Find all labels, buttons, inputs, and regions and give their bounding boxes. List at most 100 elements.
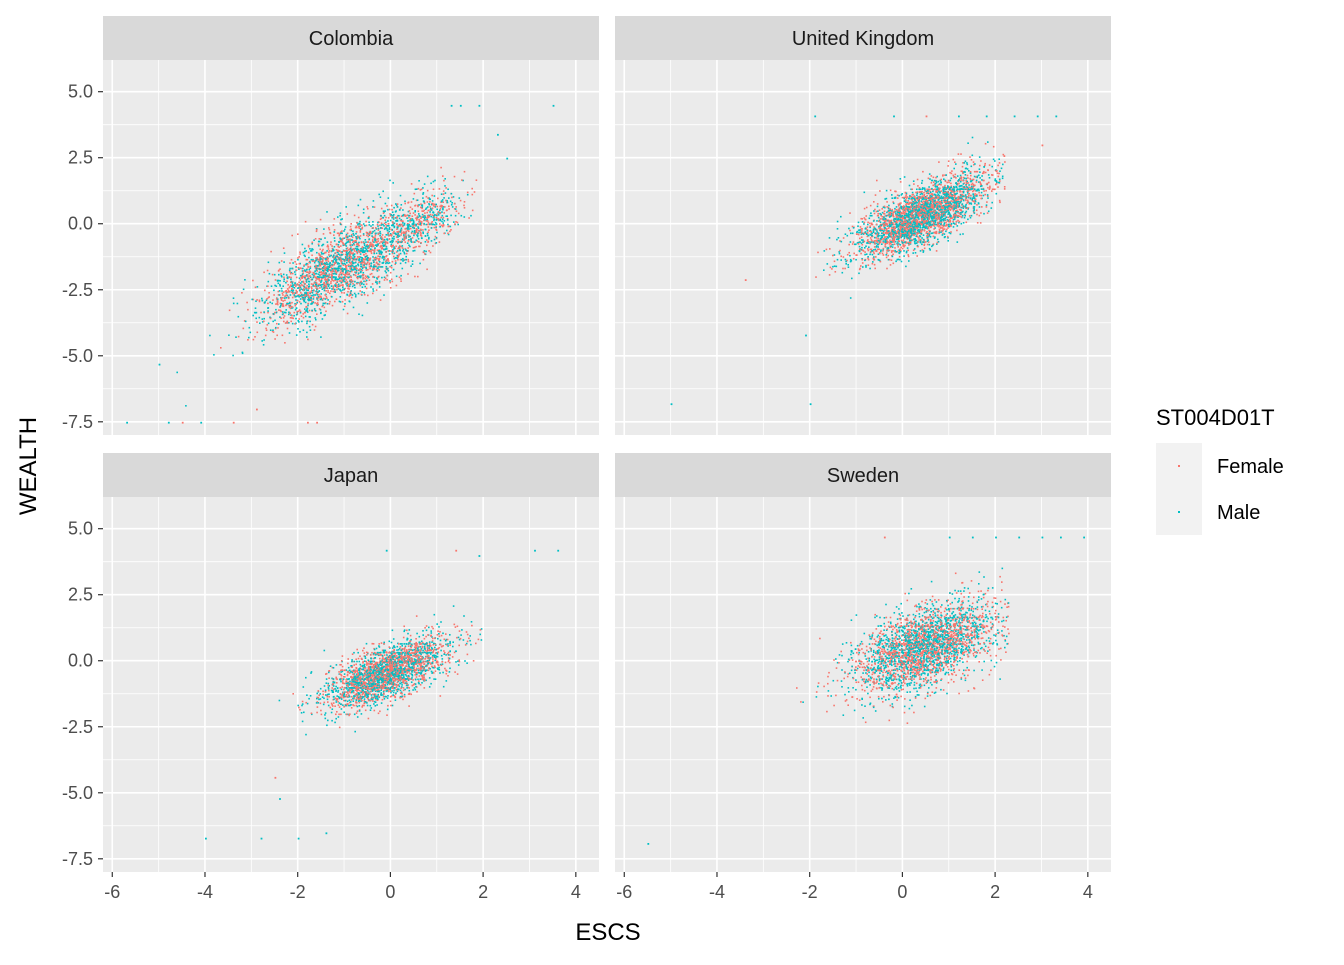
scatter-point	[360, 253, 362, 255]
scatter-point	[272, 321, 274, 323]
scatter-point	[977, 171, 979, 173]
scatter-point	[328, 285, 330, 287]
scatter-point	[278, 309, 280, 311]
y-tick-label: 5.0	[68, 82, 93, 102]
scatter-point	[400, 280, 402, 282]
scatter-point	[414, 233, 416, 235]
scatter-point	[937, 192, 939, 194]
scatter-point	[267, 324, 269, 326]
scatter-point	[332, 271, 334, 273]
scatter-point	[334, 237, 336, 239]
scatter-point	[383, 249, 385, 251]
scatter-point	[311, 288, 313, 290]
scatter-point	[283, 274, 285, 276]
scatter-point	[447, 233, 449, 235]
scatter-point	[337, 270, 339, 272]
scatter-point	[960, 175, 962, 177]
scatter-point	[408, 240, 410, 242]
scatter-point	[919, 201, 921, 203]
scatter-point	[300, 283, 302, 285]
scatter-point	[268, 297, 270, 299]
scatter-point	[354, 250, 356, 252]
scatter-point	[391, 205, 393, 207]
scatter-point	[348, 249, 350, 251]
scatter-point	[383, 262, 385, 264]
scatter-point	[454, 203, 456, 205]
scatter-point	[432, 223, 434, 225]
scatter-point	[301, 321, 303, 323]
scatter-point	[281, 276, 283, 278]
scatter-point	[302, 285, 304, 287]
scatter-point	[423, 252, 425, 254]
scatter-point	[923, 234, 925, 236]
scatter-point	[367, 257, 369, 259]
scatter-point	[444, 185, 446, 187]
scatter-point	[349, 285, 351, 287]
scatter-point	[412, 260, 414, 262]
scatter-point	[339, 280, 341, 282]
scatter-point	[862, 221, 864, 223]
scatter-point	[333, 285, 335, 287]
scatter-point	[340, 301, 342, 303]
scatter-point	[373, 262, 375, 264]
scatter-point	[879, 235, 881, 237]
scatter-point	[391, 265, 393, 267]
scatter-point	[317, 288, 319, 290]
scatter-point	[963, 222, 965, 224]
scatter-point	[394, 226, 396, 228]
scatter-point	[417, 276, 419, 278]
scatter-point	[387, 233, 389, 235]
scatter-point	[389, 238, 391, 240]
scatter-point	[315, 265, 317, 267]
scatter-point	[870, 205, 872, 207]
scatter-point	[402, 245, 404, 247]
scatter-point	[421, 208, 423, 210]
scatter-point	[398, 215, 400, 217]
scatter-point	[436, 223, 438, 225]
scatter-point	[431, 240, 433, 242]
scatter-point	[292, 293, 294, 295]
scatter-point	[315, 319, 317, 321]
scatter-point	[416, 188, 418, 190]
scatter-point	[899, 207, 901, 209]
scatter-point	[414, 211, 416, 213]
scatter-point	[909, 195, 911, 197]
scatter-point	[319, 287, 321, 289]
scatter-point	[328, 227, 330, 229]
scatter-point	[380, 241, 382, 243]
scatter-point	[324, 315, 326, 317]
scatter-point	[951, 223, 953, 225]
scatter-point	[341, 282, 343, 284]
scatter-point	[350, 223, 352, 225]
scatter-point	[395, 203, 397, 205]
scatter-point	[958, 183, 960, 185]
scatter-point	[372, 231, 374, 233]
scatter-point	[327, 266, 329, 268]
scatter-point	[936, 176, 938, 178]
scatter-point	[354, 258, 356, 260]
scatter-point	[314, 260, 316, 262]
scatter-point	[962, 203, 964, 205]
scatter-point	[824, 250, 826, 252]
scatter-point	[372, 256, 374, 258]
scatter-point	[304, 269, 306, 271]
scatter-point	[902, 206, 904, 208]
scatter-point	[396, 241, 398, 243]
scatter-point	[309, 276, 311, 278]
scatter-point	[279, 290, 281, 292]
scatter-point	[372, 249, 374, 251]
scatter-point	[355, 272, 357, 274]
scatter-point	[915, 215, 917, 217]
scatter-point	[378, 228, 380, 230]
scatter-point	[434, 239, 436, 241]
scatter-point	[279, 284, 281, 286]
scatter-point	[382, 238, 384, 240]
scatter-point	[912, 201, 914, 203]
scatter-point	[363, 262, 365, 264]
scatter-point	[342, 242, 344, 244]
scatter-point	[414, 224, 416, 226]
scatter-point	[858, 243, 860, 245]
scatter-point	[399, 249, 401, 251]
scatter-point	[418, 213, 420, 215]
scatter-point	[305, 221, 307, 223]
